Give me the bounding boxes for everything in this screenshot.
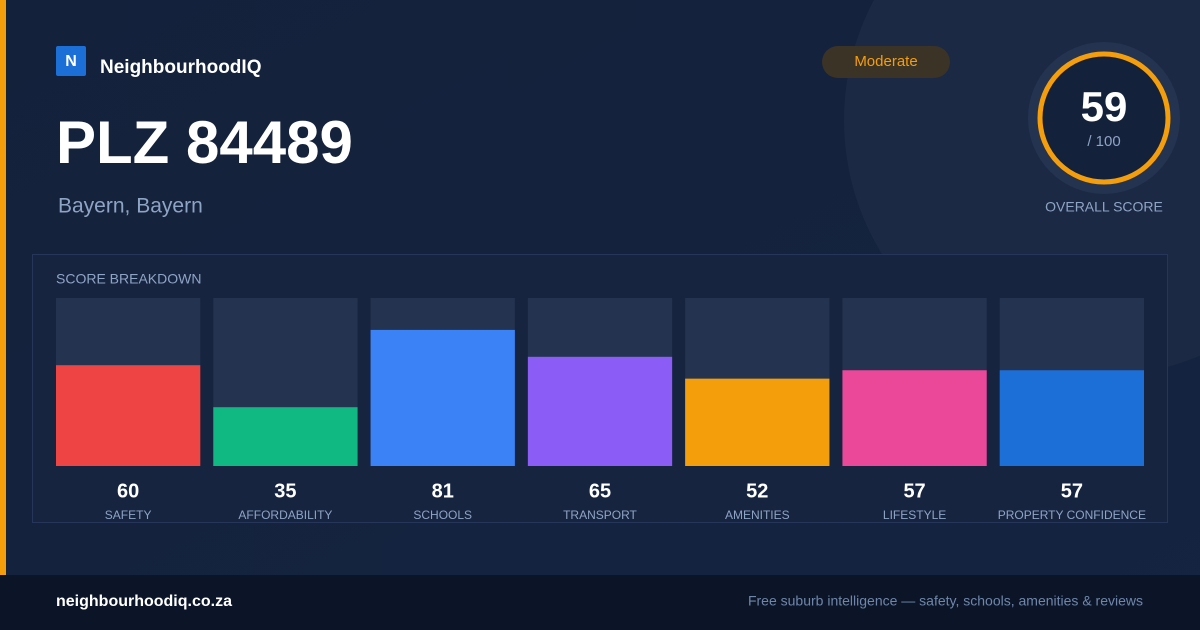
value-label: 35 xyxy=(274,480,296,502)
bar xyxy=(527,356,673,466)
category-label: SCHOOLS xyxy=(413,508,472,522)
category-label: AMENITIES xyxy=(725,508,790,522)
chart-title: SCORE BREAKDOWN xyxy=(56,271,201,287)
value-label: 57 xyxy=(1061,480,1083,502)
footer-bar xyxy=(0,575,1200,630)
bar xyxy=(685,378,830,466)
brand: NeighbourhoodIQ xyxy=(100,57,261,78)
bar xyxy=(56,365,201,466)
value-label: 81 xyxy=(432,480,454,502)
category-label: TRANSPORT xyxy=(563,508,637,522)
logo-letter: N xyxy=(65,53,77,70)
value-label: 52 xyxy=(746,480,768,502)
bar xyxy=(999,370,1144,466)
category-label: AFFORDABILITY xyxy=(238,508,332,522)
accent-stripe xyxy=(0,0,6,575)
badge-text: Moderate xyxy=(854,53,917,70)
footer-tagline: Free suburb intelligence — safety, schoo… xyxy=(748,593,1143,609)
value-label: 60 xyxy=(117,480,139,502)
score-ring-bg xyxy=(1028,42,1180,194)
footer-domain: neighbourhoodiq.co.za xyxy=(56,593,232,610)
category-label: PROPERTY CONFIDENCE xyxy=(998,508,1146,522)
value-label: 57 xyxy=(903,480,925,502)
value-label: 65 xyxy=(589,480,611,502)
subtitle: Bayern, Bayern xyxy=(58,195,203,218)
category-label: SAFETY xyxy=(105,508,152,522)
bar xyxy=(213,407,358,466)
score-ring xyxy=(1037,51,1171,185)
title: PLZ 84489 xyxy=(56,109,353,176)
score-label: OVERALL SCORE xyxy=(1045,199,1163,215)
logo xyxy=(56,46,86,76)
score-value: 59 xyxy=(1081,83,1128,130)
badge xyxy=(822,46,950,78)
score-max: / 100 xyxy=(1087,133,1120,150)
bar xyxy=(370,329,515,466)
category-label: LIFESTYLE xyxy=(883,508,946,522)
bar xyxy=(842,370,987,466)
